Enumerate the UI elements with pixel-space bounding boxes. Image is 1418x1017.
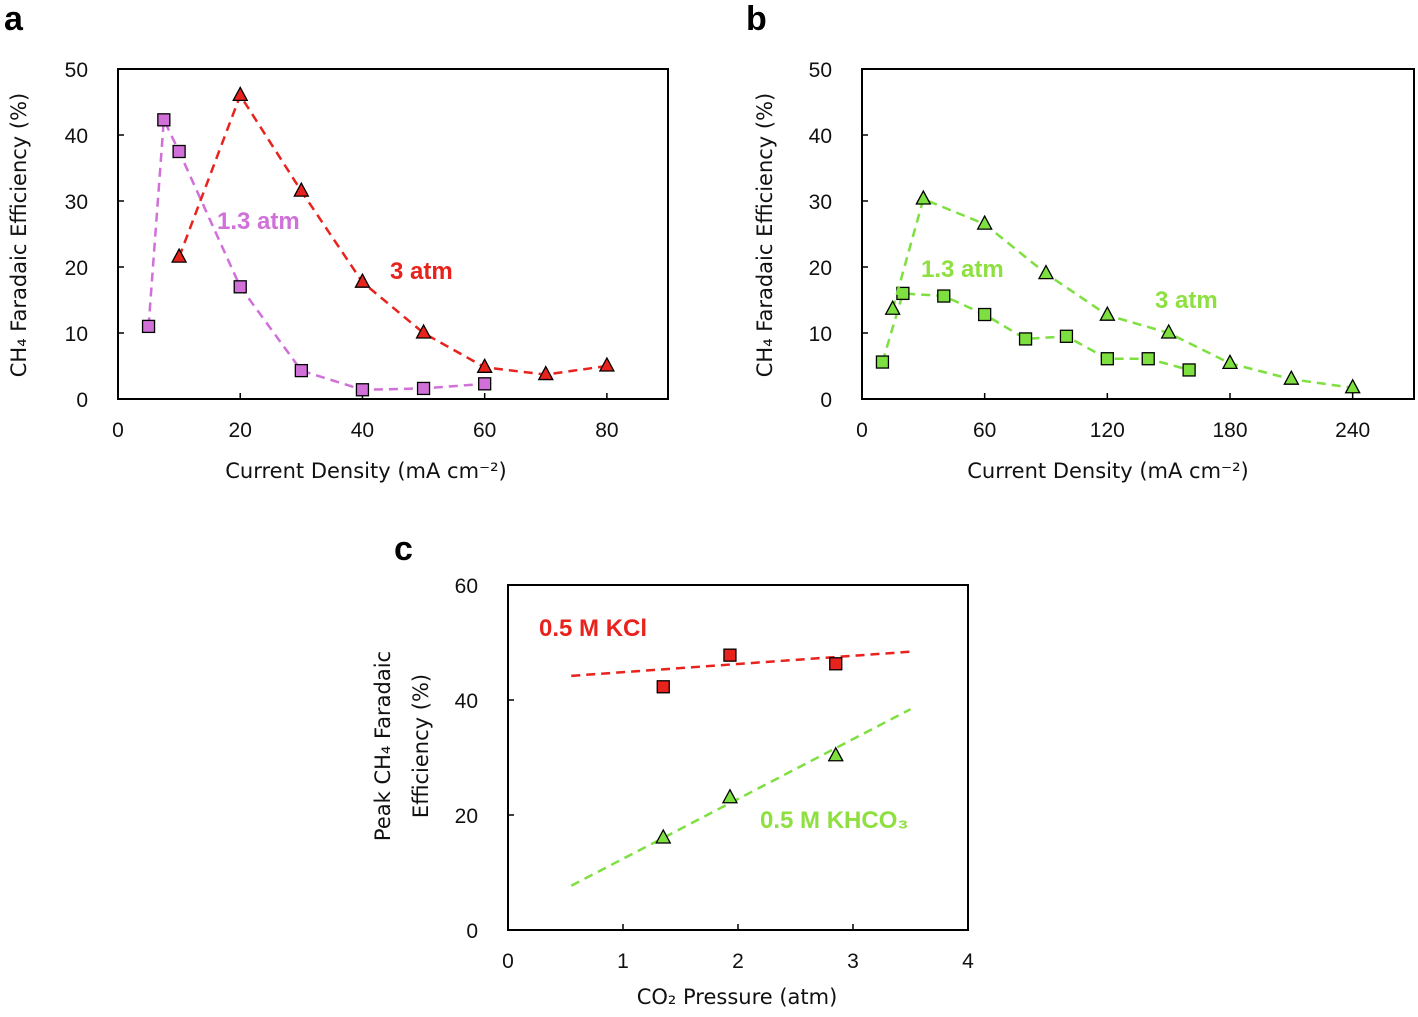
panel-c-series-triangles-point (827, 746, 844, 762)
panel-b-xtick-label: 240 (1335, 419, 1370, 442)
panel-c-xtick-label: 2 (732, 950, 744, 973)
panel-b-series-triangles-point (884, 299, 901, 315)
panel-b-series-triangles-point (1283, 369, 1300, 385)
panel-b-series-squares-point (1100, 352, 1114, 366)
panel-c-ytick-label: 40 (455, 690, 478, 713)
panel-c-series-squares-point (829, 657, 843, 671)
panel-b-series-triangles-point (1160, 323, 1177, 339)
panel-b-xtick-label: 120 (1090, 419, 1125, 442)
panel-a-series-triangles-point (354, 272, 371, 288)
panel-a-xtick-label: 40 (351, 419, 374, 442)
panel-b-series-triangles-point (915, 189, 932, 205)
panel-c-xtick-label: 0 (502, 950, 514, 973)
panel-b-ytick-label: 0 (820, 389, 832, 412)
panel-label-c: c (394, 530, 413, 568)
panel-a-series-squares-point (416, 381, 431, 396)
panel-c-xtick-label: 3 (847, 950, 859, 973)
panel-b-ytick-label: 50 (809, 59, 832, 82)
panel-a-ytick-label: 20 (65, 257, 88, 280)
panel-a-series-squares-point (172, 144, 186, 159)
panel-c-xtick-label: 1 (617, 950, 629, 973)
panel-a-series-triangles-point (537, 365, 554, 381)
panel-b-series-squares-point (1141, 352, 1155, 366)
panel-b-ytick-label: 30 (809, 191, 832, 214)
panel-b-xtick-label: 180 (1212, 419, 1247, 442)
panel-b-ylabel: CH₄ Faradaic Efficiency (%) (753, 93, 777, 378)
panel-b-series-squares-point (1059, 329, 1074, 343)
panel-c-ytick-label: 60 (455, 575, 478, 598)
panel-b-xlabel: Current Density (mA cm⁻²) (967, 459, 1248, 483)
panel-a-ylabel: CH₄ Faradaic Efficiency (%) (7, 93, 31, 378)
panel-a-series-triangles-point (232, 86, 249, 102)
panel-a-ytick-label: 0 (76, 389, 88, 412)
panel-c-series-triangles-point (655, 828, 672, 844)
panel-a-annotation-3atm: 3 atm (390, 258, 453, 285)
panel-c-annotation-khco3: 0.5 M KHCO₃ (760, 807, 908, 834)
panel-c-ytick-label: 0 (466, 920, 478, 943)
panel-b-annotation-3atm: 3 atm (1155, 287, 1218, 314)
panel-c-ytick-label: 20 (455, 805, 478, 828)
panel-a-annotation-1-3atm: 1.3 atm (217, 208, 300, 235)
panel-b-series-triangles-point (1344, 378, 1361, 394)
panel-a-series-triangles-point (415, 323, 432, 339)
panel-label-b: b (746, 0, 767, 38)
panel-a-series-squares-line (147, 115, 485, 392)
panel-b-series-squares-point (937, 289, 951, 303)
panel-b-series-triangles-point (1099, 305, 1116, 321)
panel-a-series-squares-point (478, 377, 492, 391)
panel-b-ytick-label: 10 (809, 323, 832, 346)
panel-b-series-triangles-point (1221, 353, 1239, 370)
panel-a-xtick-label: 80 (595, 419, 618, 442)
panel-c-series-squares-point (656, 680, 670, 694)
panel-a-series-triangles-line (177, 92, 608, 376)
panel-a-xtick-label: 20 (229, 419, 252, 442)
panel-c-series-triangles-point (721, 788, 739, 804)
panel-a-xlabel: Current Density (mA cm⁻²) (225, 459, 506, 483)
panel-b-series-squares-point (1182, 363, 1196, 377)
panel-c-annotation-kcl: 0.5 M KCl (539, 615, 647, 642)
panel-a-xtick-label: 0 (112, 419, 124, 442)
panel-c-series-triangles-fit-line (570, 708, 912, 887)
panel-a-series-triangles-point (476, 357, 493, 373)
panel-b-xtick-label: 60 (973, 419, 996, 442)
panel-a-xtick-label: 60 (473, 419, 496, 442)
panel-a-series-triangles-point (171, 247, 188, 263)
panel-c-series-squares-point (723, 648, 737, 662)
panel-b-ytick-label: 20 (809, 257, 832, 280)
panel-b-annotation-1-3atm: 1.3 atm (921, 256, 1004, 283)
panel-a-series-triangles-point (598, 356, 615, 372)
panel-a-ytick-label: 30 (65, 191, 88, 214)
panel-c-xtick-label: 4 (962, 950, 974, 973)
panel-a-series-squares-point (233, 280, 247, 294)
panel-a-series-squares-point (141, 319, 156, 334)
panel-a-series-squares-point (294, 363, 308, 378)
panel-c-ylabel-line1: Peak CH₄ Faradaic (371, 651, 395, 841)
panel-b-series-squares-point (875, 355, 890, 369)
panel-b-series-squares-line (881, 292, 1190, 372)
panel-a-plot-frame (117, 68, 669, 400)
panel-c-series-squares-fit-line (571, 650, 911, 678)
panel-c-xlabel: CO₂ Pressure (atm) (637, 985, 838, 1009)
panel-b-xtick-label: 0 (856, 419, 868, 442)
panel-b-series-squares-point (1018, 332, 1033, 346)
panel-b-series-triangles-point (1037, 264, 1055, 280)
panel-a-series-triangles-point (293, 181, 310, 197)
panel-b-series-squares-point (978, 307, 992, 322)
panel-a-ytick-label: 50 (65, 59, 88, 82)
panel-a-series-squares-point (355, 383, 370, 397)
panel-label-a: a (4, 0, 24, 38)
panel-c-ylabel-line2: Efficiency (%) (409, 674, 433, 818)
panel-a-ytick-label: 10 (65, 323, 88, 346)
panel-a-series-squares-point (157, 113, 171, 127)
panel-a-ytick-label: 40 (65, 125, 88, 148)
panel-b-plot-frame (861, 68, 1415, 400)
panel-b-series-triangles-point (976, 214, 993, 230)
panel-b-ytick-label: 40 (809, 125, 832, 148)
